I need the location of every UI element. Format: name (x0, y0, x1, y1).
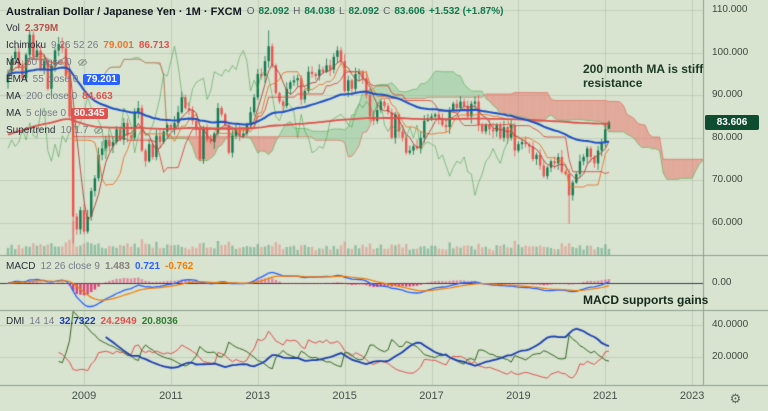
ichimoku-label: Ichimoku (6, 40, 47, 51)
ma5-value: 80.345 (71, 108, 108, 119)
dmi-plus-di-value: 24.2949 (100, 316, 137, 327)
time-axis-label: 2021 (593, 390, 618, 402)
low-label: L (338, 6, 345, 17)
dmi-adx-value: 32.7322 (59, 316, 96, 327)
close-label: C (383, 6, 391, 17)
axis-label: 90.000 (712, 89, 743, 101)
open-value: 82.092 (258, 6, 290, 17)
legend-row-ma50[interactable]: MA 50 close 0 (6, 54, 503, 71)
ema55-value: 79.201 (83, 74, 120, 85)
legend-row-dmi[interactable]: DMI 14 14 32.7322 24.2949 20.8036 (6, 313, 178, 330)
ma5-params: 5 close 0 (26, 108, 67, 119)
legend-row-macd[interactable]: MACD 12 26 close 9 1.483 0.721 -0.762 (6, 258, 193, 275)
open-label: O (246, 6, 255, 17)
price-axis[interactable]: 110.000 100.000 90.000 80.000 70.000 60.000 0.… (703, 0, 768, 386)
legend-row-ichimoku[interactable]: Ichimoku 9 26 52 26 79.001 86.713 (6, 37, 503, 54)
time-axis-label: 2011 (159, 390, 183, 402)
legend-row-supertrend[interactable]: Supertrend 10 1.7 (6, 122, 503, 139)
symbol-header-row[interactable]: Australian Dollar / Japanese Yen · 1M · … (6, 3, 503, 20)
ohlc-values: O 82.092 H 84.038 L 82.092 C 83.606 +1.532 (… (247, 6, 504, 17)
ichimoku-value-1: 79.001 (103, 40, 134, 51)
legend-row-ma200[interactable]: MA 200 close 0 84.663 (6, 88, 503, 105)
visibility-off-icon[interactable] (93, 125, 104, 136)
axis-label: 100.000 (712, 46, 749, 58)
axis-label: 60.000 (712, 217, 743, 228)
axis-settings-corner: ⚙ (703, 386, 768, 411)
time-axis-label: 2015 (332, 390, 357, 402)
dmi-minus-di-value: 20.8036 (141, 316, 178, 327)
legend-panel: Australian Dollar / Japanese Yen · 1M · … (6, 3, 503, 139)
high-value: 84.038 (304, 6, 335, 17)
ma200-params: 200 close 0 (26, 91, 78, 102)
last-price-badge: 83.606 (705, 115, 759, 131)
ema55-params: 55 close 0 (32, 74, 79, 85)
ma200-value: 84.663 (82, 91, 113, 102)
ma200-label: MA (6, 91, 21, 102)
axis-label: 20.0000 (712, 351, 749, 362)
volume-value: 2.379M (24, 23, 59, 34)
macd-label: MACD (6, 261, 36, 272)
axis-label: 110.000 (712, 4, 748, 15)
volume-label: Vol (6, 23, 20, 34)
macd-line-value: 0.721 (134, 261, 161, 272)
ema55-label: EMA (6, 74, 28, 85)
dmi-label: DMI (6, 316, 25, 327)
axis-label: 40.0000 (712, 319, 749, 330)
close-value: 83.606 (394, 6, 425, 17)
gear-icon[interactable]: ⚙ (729, 390, 742, 406)
time-axis-label: 2009 (71, 390, 97, 402)
axis-label: 0.00 (712, 277, 732, 288)
time-axis-label: 2019 (506, 390, 531, 402)
annotation-macd-gains[interactable]: MACD supports gains (583, 293, 709, 307)
supertrend-params: 10 1.7 (60, 125, 89, 136)
low-value: 82.092 (348, 6, 380, 17)
axis-label: 80.000 (712, 131, 743, 143)
time-axis[interactable]: 2009 2011 2013 2015 2017 2019 2021 2023 (0, 386, 705, 411)
legend-row-ma5[interactable]: MA 5 close 0 80.345 (6, 105, 503, 122)
time-axis-label: 2017 (419, 390, 444, 402)
macd-params: 12 26 close 9 (40, 261, 100, 272)
visibility-off-icon[interactable] (77, 57, 88, 68)
axis-label: 70.000 (712, 174, 743, 186)
supertrend-label: Supertrend (6, 125, 56, 136)
legend-row-volume[interactable]: Vol 2.379M (6, 20, 503, 37)
ma50-params: 50 close 0 (26, 57, 72, 68)
macd-hist-value: 1.483 (104, 261, 130, 272)
ma50-label: MA (6, 57, 21, 68)
high-label: H (293, 6, 301, 17)
legend-row-ema55[interactable]: EMA 55 close 0 79.201 (6, 71, 503, 88)
annotation-ma-resistance[interactable]: 200 month MA is stiff resistance (583, 62, 704, 90)
symbol-title[interactable]: Australian Dollar / Japanese Yen · 1M · … (6, 5, 242, 18)
time-axis-label: 2013 (245, 390, 271, 402)
dmi-params: 14 14 (29, 316, 55, 327)
change-value: +1.532 (+1.87%) (428, 6, 504, 17)
ma5-label: MA (6, 108, 21, 119)
ichimoku-params: 9 26 52 26 (51, 40, 99, 51)
ichimoku-value-2: 86.713 (138, 40, 170, 51)
time-axis-label: 2023 (679, 390, 705, 402)
macd-signal-value: -0.762 (165, 261, 194, 272)
